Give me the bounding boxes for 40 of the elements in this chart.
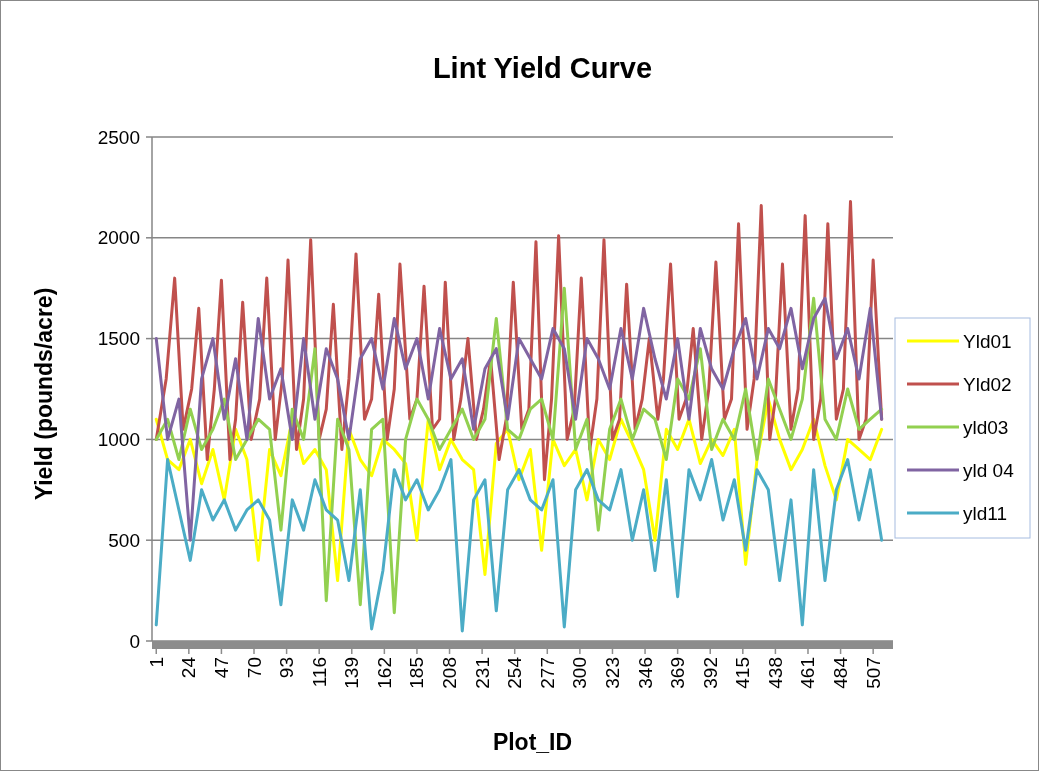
y-tick-label: 2500 — [97, 126, 140, 148]
line-series — [154, 286, 884, 615]
x-tick-label: 323 — [601, 657, 623, 689]
x-tick-label: 254 — [504, 656, 526, 689]
x-tick-label: 300 — [569, 657, 591, 689]
x-tick-label: 277 — [536, 657, 558, 689]
y-tick-label: 2000 — [97, 227, 140, 249]
x-tick-label: 24 — [178, 656, 200, 679]
legend-label: yld03 — [963, 416, 1009, 438]
line-series — [154, 458, 884, 633]
y-axis-title: Yield (pounds/acre) — [31, 287, 57, 501]
legend-label: yld11 — [963, 502, 1008, 524]
x-tick-label: 162 — [373, 657, 395, 689]
x-tick-label: 116 — [308, 657, 330, 688]
x-tick-label: 415 — [732, 657, 754, 689]
line-series — [154, 296, 884, 542]
x-tick-label: 208 — [439, 657, 461, 689]
x-tick-label: 70 — [243, 657, 265, 679]
y-tick-label: 500 — [108, 529, 140, 551]
x-tick-label: 369 — [667, 657, 689, 689]
x-tick-label: 346 — [634, 657, 656, 689]
x-axis-title: Plot_ID — [492, 729, 573, 755]
legend-label: yld 04 — [963, 459, 1015, 481]
y-tick-label: 0 — [129, 630, 140, 652]
x-tick-label: 438 — [764, 657, 786, 689]
legend-label: Yld01 — [963, 330, 1012, 352]
x-tick-label: 185 — [406, 657, 428, 689]
legend-label: Yld02 — [963, 373, 1012, 395]
x-tick-label: 231 — [471, 657, 493, 689]
x-tick-label: 47 — [210, 657, 232, 679]
x-tick-label: 484 — [830, 656, 852, 689]
y-tick-label: 1000 — [97, 429, 140, 451]
x-tick-label: 139 — [341, 657, 363, 689]
x-tick-label: 1 — [145, 657, 167, 668]
x-tick-label: 392 — [699, 657, 721, 689]
chart-title: Lint Yield Curve — [432, 52, 653, 84]
x-tick-label: 461 — [797, 657, 819, 689]
x-tick-label: 507 — [862, 657, 884, 689]
y-tick-label: 1500 — [97, 328, 140, 350]
x-tick-label: 93 — [276, 657, 298, 679]
